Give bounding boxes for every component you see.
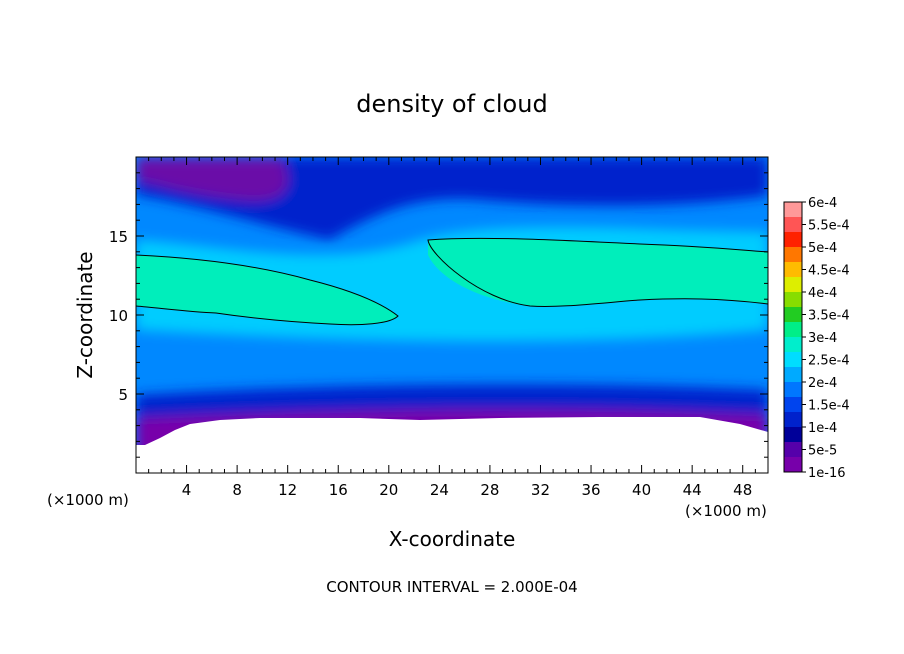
colorbar-label: 5.5e-4 bbox=[808, 219, 850, 234]
colorbar-swatch bbox=[784, 232, 802, 248]
lower-cloud-contour bbox=[136, 254, 399, 326]
colorbar-swatch bbox=[784, 427, 802, 443]
top-left-purple bbox=[136, 157, 288, 201]
colorbar-label: 2.5e-4 bbox=[808, 354, 850, 369]
lower-cloud-fill bbox=[136, 255, 398, 325]
colorbar-label: 1e-4 bbox=[808, 421, 837, 436]
y-tick-label: 15 bbox=[109, 228, 128, 246]
y-unit-label: (×1000 m) bbox=[685, 502, 767, 520]
upper-dark-band bbox=[136, 157, 768, 240]
terrain-mask bbox=[136, 417, 768, 473]
x-tick-label: 8 bbox=[232, 481, 242, 499]
colorbar-swatch bbox=[784, 442, 802, 458]
colorbar-swatch bbox=[784, 307, 802, 323]
colorbar-label: 2e-4 bbox=[808, 376, 837, 391]
x-tick-label: 12 bbox=[278, 481, 297, 499]
colorbar-swatch bbox=[784, 262, 802, 278]
plot-area bbox=[136, 157, 768, 473]
colorbar-swatch bbox=[784, 352, 802, 368]
colorbar-label: 6e-4 bbox=[808, 196, 837, 211]
colorbar-label: 3e-4 bbox=[808, 331, 837, 346]
colorbar-label: 5e-5 bbox=[808, 444, 837, 459]
colorbar-label: 4.5e-4 bbox=[808, 264, 850, 279]
x-tick-label: 44 bbox=[683, 481, 702, 499]
colorbar-label: 1.5e-4 bbox=[808, 399, 850, 414]
x-tick-label: 32 bbox=[531, 481, 550, 499]
colorbar-label: 5e-4 bbox=[808, 241, 837, 256]
x-tick-label: 48 bbox=[733, 481, 752, 499]
chart-title: density of cloud bbox=[356, 90, 547, 118]
x-unit-label: (×1000 m) bbox=[47, 491, 129, 509]
x-tick-label: 24 bbox=[430, 481, 449, 499]
colorbar-label: 1e-16 bbox=[808, 466, 846, 481]
colorbar-swatch bbox=[784, 217, 802, 233]
colorbar-swatch bbox=[784, 202, 802, 218]
colorbar-label: 3.5e-4 bbox=[808, 309, 850, 324]
colorbar-label: 4e-4 bbox=[808, 286, 837, 301]
colorbar-swatch bbox=[784, 412, 802, 428]
x-tick-label: 28 bbox=[480, 481, 499, 499]
x-tick-label: 4 bbox=[182, 481, 192, 499]
colorbar-swatch bbox=[784, 322, 802, 338]
contour-lines bbox=[136, 237, 768, 326]
colorbar-swatch bbox=[784, 457, 802, 473]
x-axis-label: X-coordinate bbox=[389, 527, 516, 551]
colorbar-swatch bbox=[784, 337, 802, 353]
y-axis-label: Z-coordinate bbox=[73, 251, 97, 378]
upper-cloud-contour bbox=[427, 237, 768, 307]
x-tick-label: 20 bbox=[379, 481, 398, 499]
colorbar-swatch bbox=[784, 277, 802, 293]
colorbar-swatch bbox=[784, 397, 802, 413]
x-axis: 4 8 12 16 20 24 28 32 36 40 44 48 bbox=[148, 157, 756, 499]
x-tick-label: 36 bbox=[581, 481, 600, 499]
colorbar-swatch bbox=[784, 247, 802, 263]
colorbar-swatch bbox=[784, 382, 802, 398]
x-tick-label: 40 bbox=[632, 481, 651, 499]
colorbar: 6e-4 5.5e-4 5e-4 4.5e-4 4e-4 3.5e-4 3e-4 2.5e-4… bbox=[783, 196, 850, 481]
colorbar-swatch bbox=[784, 292, 802, 308]
x-tick-label: 16 bbox=[329, 481, 348, 499]
colorbar-swatch bbox=[784, 367, 802, 383]
y-tick-label: 5 bbox=[118, 386, 128, 404]
upper-cloud-fill bbox=[428, 238, 768, 307]
y-axis: 5 10 15 bbox=[109, 172, 768, 458]
contour-fills bbox=[136, 238, 768, 325]
contour-interval-note: CONTOUR INTERVAL = 2.000E-04 bbox=[326, 578, 577, 596]
y-tick-label: 10 bbox=[109, 307, 128, 325]
